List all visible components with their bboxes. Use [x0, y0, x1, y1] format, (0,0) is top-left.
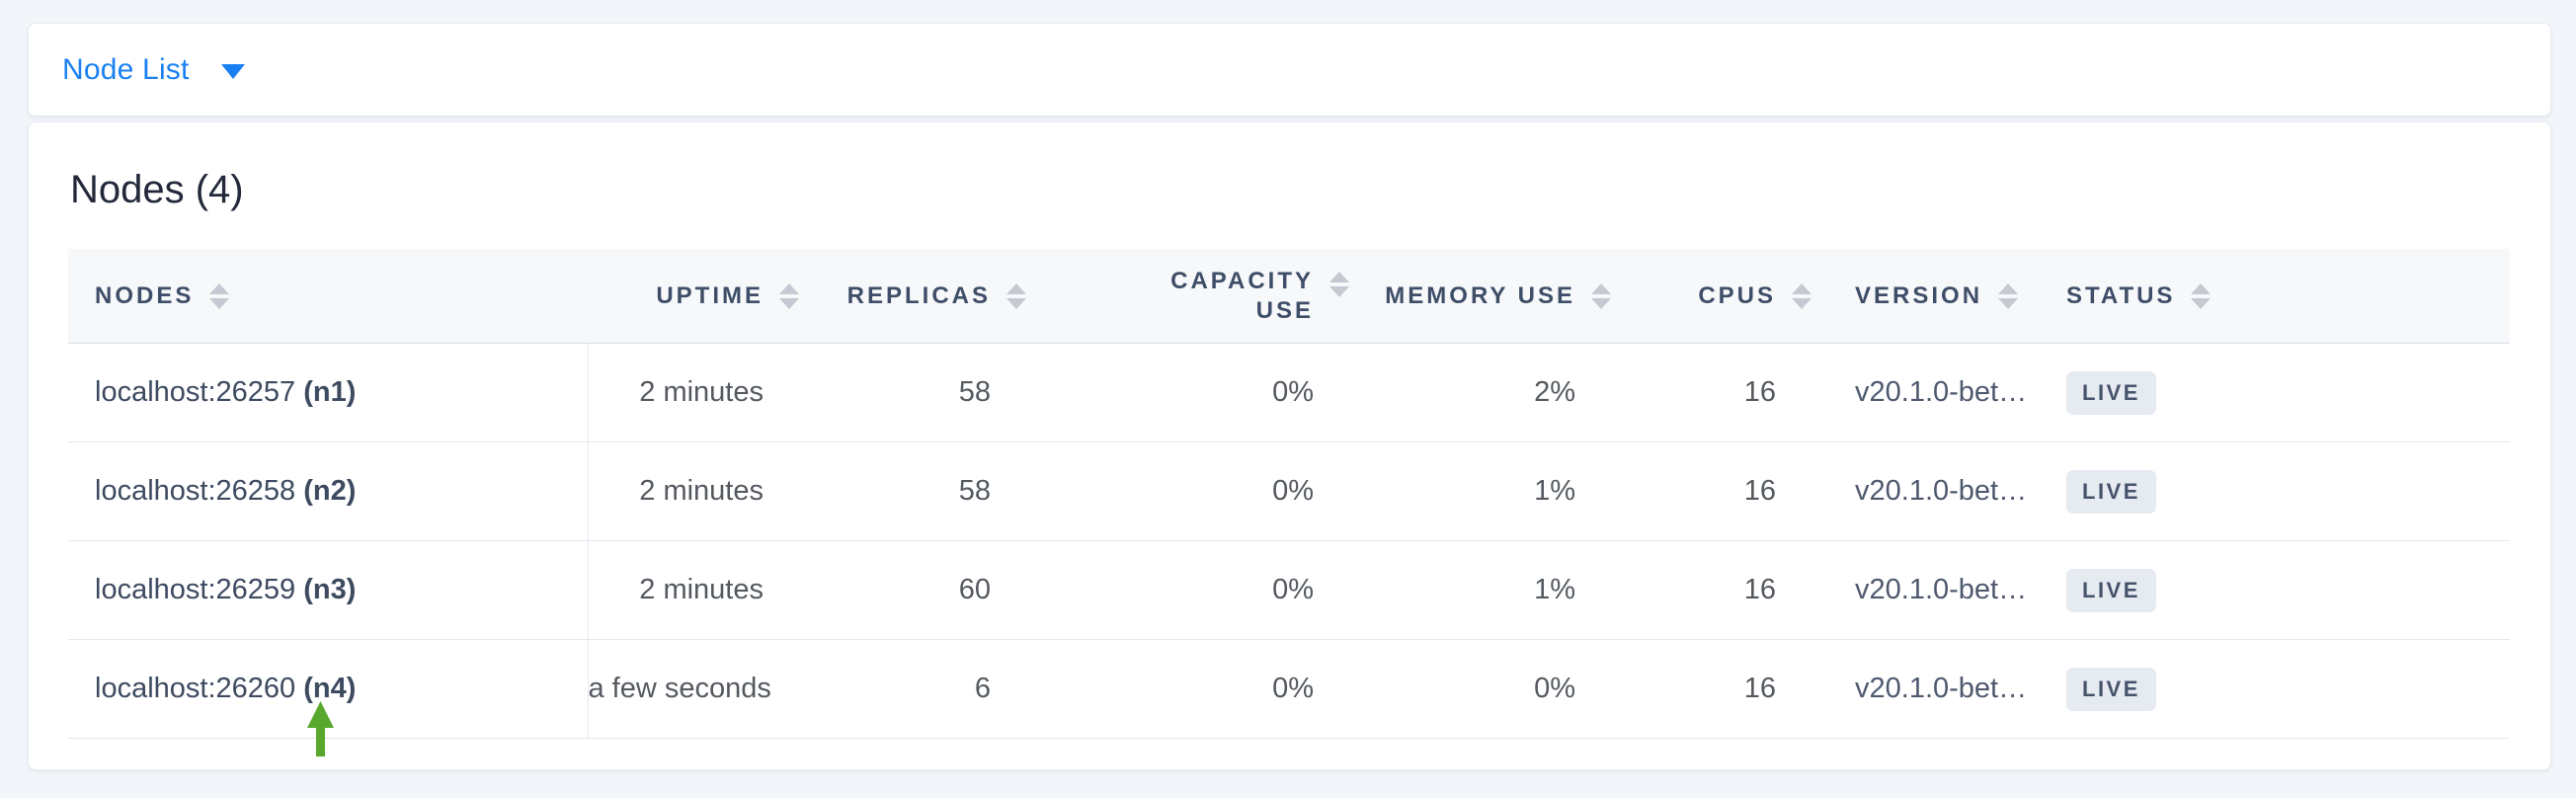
- view-selector-label: Node List: [62, 52, 190, 86]
- table-row[interactable]: localhost:26259 (n3) 2 minutes 60 0% 1% 16 v20…: [68, 540, 2510, 640]
- column-header-replicas[interactable]: REPLICAS: [801, 249, 1028, 344]
- status-cell: LIVE: [2046, 441, 2510, 541]
- column-header-cpus[interactable]: CPUS: [1613, 249, 1813, 344]
- table-row[interactable]: localhost:26258 (n2) 2 minutes 58 0% 1% 16 v20…: [68, 441, 2510, 541]
- column-label-replicas: REPLICAS: [846, 281, 991, 309]
- status-badge: LIVE: [2066, 370, 2156, 415]
- uptime-cell: 2 minutes: [588, 441, 801, 541]
- capacity-use-cell: 0%: [1028, 540, 1351, 640]
- column-label-capacity_use: CAPACITY USE: [1170, 267, 1314, 324]
- column-header-capacity_use[interactable]: CAPACITY USE: [1028, 249, 1351, 344]
- view-selector-dropdown[interactable]: Node List: [62, 53, 245, 87]
- node-address-cell: localhost:26257 (n1): [68, 343, 589, 442]
- uptime-cell: 2 minutes: [588, 540, 801, 640]
- node-id: (n4): [303, 673, 357, 704]
- memory-use-cell: 0%: [1351, 639, 1613, 739]
- node-id: (n3): [303, 574, 357, 605]
- column-label-memory_use: MEMORY USE: [1385, 281, 1575, 309]
- version-cell: v20.1.0-bet…: [1813, 639, 2046, 739]
- replicas-cell: 58: [801, 343, 1028, 442]
- cpus-cell: 16: [1613, 540, 1813, 640]
- table-header-row: NODES UPTIME REPLICAS CAPACITY USE MEMORY US…: [68, 249, 2510, 344]
- node-id: (n1): [303, 376, 357, 408]
- page-title: Nodes (4): [70, 168, 244, 211]
- node-address-cell: localhost:26258 (n2): [68, 441, 589, 541]
- replicas-cell: 60: [801, 540, 1028, 640]
- status-cell: LIVE: [2046, 343, 2510, 442]
- replicas-cell: 6: [801, 639, 1028, 739]
- status-cell: LIVE: [2046, 540, 2510, 640]
- column-label-status: STATUS: [2066, 281, 2176, 309]
- cpus-cell: 16: [1613, 441, 1813, 541]
- column-header-nodes[interactable]: NODES: [68, 249, 588, 344]
- sort-icon: [1329, 271, 1349, 297]
- capacity-use-cell: 0%: [1028, 639, 1351, 739]
- replicas-cell: 58: [801, 441, 1028, 541]
- node-address-cell: localhost:26259 (n3): [68, 540, 589, 640]
- column-header-version[interactable]: VERSION: [1813, 249, 2046, 344]
- uptime-cell: 2 minutes: [588, 343, 801, 442]
- memory-use-cell: 1%: [1351, 441, 1613, 541]
- node-id: (n2): [303, 475, 357, 507]
- table-row[interactable]: localhost:26260 (n4) a few seconds 6 0% 0% 16…: [68, 639, 2510, 739]
- nodes-table: NODES UPTIME REPLICAS CAPACITY USE MEMORY US…: [68, 249, 2510, 739]
- toolbar: Node List: [28, 23, 2551, 117]
- nodes-panel: Nodes (4) NODES UPTIME REPLICAS CAPACITY US…: [28, 121, 2551, 770]
- caret-down-icon: [220, 64, 245, 79]
- sort-icon: [209, 282, 230, 309]
- sort-icon: [1591, 282, 1611, 309]
- cpus-cell: 16: [1613, 343, 1813, 442]
- status-badge: LIVE: [2066, 469, 2156, 514]
- version-cell: v20.1.0-bet…: [1813, 343, 2046, 442]
- status-badge: LIVE: [2066, 667, 2156, 711]
- version-cell: v20.1.0-bet…: [1813, 540, 2046, 640]
- column-header-uptime[interactable]: UPTIME: [588, 249, 801, 344]
- sort-icon: [779, 282, 799, 309]
- column-label-nodes: NODES: [95, 281, 195, 309]
- column-label-uptime: UPTIME: [656, 281, 764, 309]
- uptime-cell: a few seconds: [588, 639, 801, 739]
- column-label-cpus: CPUS: [1698, 281, 1776, 309]
- memory-use-cell: 1%: [1351, 540, 1613, 640]
- sort-icon: [1006, 282, 1026, 309]
- table-row[interactable]: localhost:26257 (n1) 2 minutes 58 0% 2% 16 v20…: [68, 343, 2510, 442]
- column-header-memory_use[interactable]: MEMORY USE: [1351, 249, 1613, 344]
- capacity-use-cell: 0%: [1028, 343, 1351, 442]
- sort-icon: [1792, 282, 1811, 309]
- column-label-version: VERSION: [1855, 281, 1983, 309]
- annotation-arrow-up-icon: [307, 701, 334, 757]
- version-cell: v20.1.0-bet…: [1813, 441, 2046, 541]
- sort-icon: [2191, 282, 2212, 309]
- column-header-status[interactable]: STATUS: [2046, 249, 2510, 344]
- cpus-cell: 16: [1613, 639, 1813, 739]
- status-cell: LIVE: [2046, 639, 2510, 739]
- status-badge: LIVE: [2066, 568, 2156, 612]
- memory-use-cell: 2%: [1351, 343, 1613, 442]
- sort-icon: [1998, 282, 2019, 309]
- capacity-use-cell: 0%: [1028, 441, 1351, 541]
